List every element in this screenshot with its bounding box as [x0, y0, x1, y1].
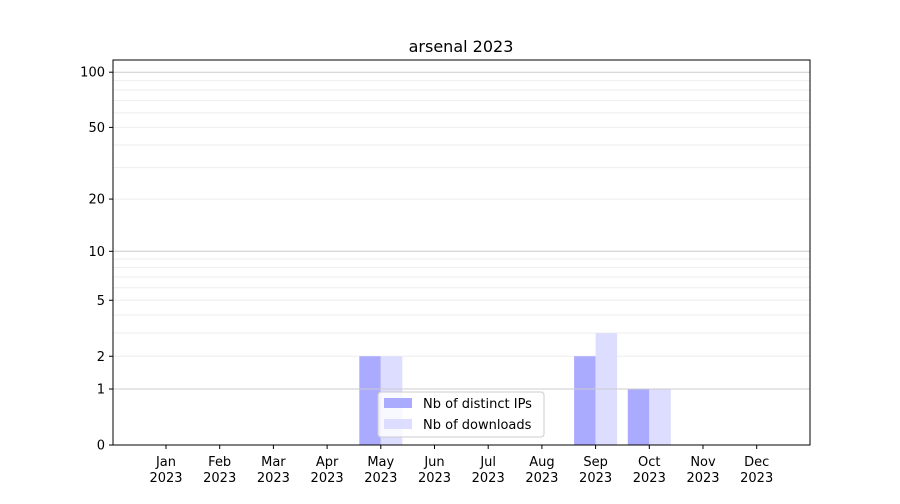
x-tick-label: Apr 2023	[311, 455, 344, 486]
bar-ips	[574, 356, 596, 445]
x-tick-label: Oct 2023	[633, 455, 666, 486]
x-tick-label: Jul 2023	[472, 455, 505, 486]
legend-swatch-ips	[384, 398, 412, 408]
legend-label-downloads: Nb of downloads	[423, 418, 532, 433]
y-tick-label: 0	[97, 439, 105, 454]
legend-box	[377, 391, 545, 438]
x-tick-label: Jan 2023	[149, 455, 182, 486]
legend-swatch-downloads	[384, 419, 412, 429]
legend: Nb of distinct IPs Nb of downloads	[377, 391, 545, 438]
y-tick-label: 1	[97, 383, 105, 398]
chart-title: arsenal 2023	[409, 37, 514, 56]
y-tick-label: 20	[88, 193, 105, 208]
x-tick-label: Mar 2023	[257, 455, 290, 486]
legend-label-ips: Nb of distinct IPs	[423, 397, 532, 412]
y-tick-label: 100	[80, 66, 105, 81]
x-tick-label: Nov 2023	[686, 455, 719, 486]
x-tick-label: Aug 2023	[525, 455, 558, 486]
y-tick-label: 10	[88, 245, 105, 260]
bar-downloads	[649, 389, 671, 445]
bar-ips	[627, 389, 650, 445]
y-tick-label: 2	[97, 350, 105, 365]
x-tick-label: May 2023	[364, 455, 397, 486]
y-tick-label: 5	[97, 294, 105, 309]
x-tick-label: Feb 2023	[203, 455, 236, 486]
x-tick-label: Dec 2023	[740, 455, 773, 486]
x-tick-label: Sep 2023	[579, 455, 612, 486]
bar-ips	[359, 356, 381, 445]
y-tick-label: 50	[88, 121, 105, 136]
plot-frame	[112, 59, 811, 446]
x-tick-label: Jun 2023	[418, 455, 451, 486]
